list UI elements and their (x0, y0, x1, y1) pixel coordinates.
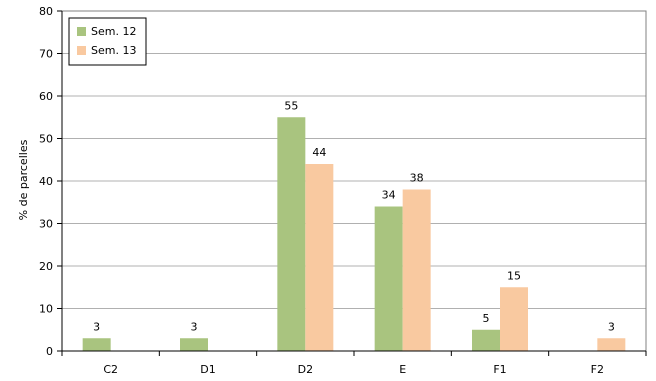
y-tick-label-80: 80 (39, 5, 53, 18)
bar-sem-13-f1 (500, 287, 528, 351)
data-label-sem-12-f1: 5 (483, 312, 490, 325)
labels: 0 10 20 30 40 50 60 70 80 C2 D1 D2 E F1 F2 3 3 55 34 5 44 38 1… (39, 5, 615, 376)
data-label-sem-13-f2: 3 (608, 320, 615, 333)
x-tick-label-f2: F2 (591, 363, 604, 376)
bar-sem-12-d1 (180, 338, 208, 351)
legend-label-sem-12: Sem. 12 (91, 25, 136, 38)
bar-sem-12-f1 (472, 329, 500, 351)
x-tick-label-d1: D1 (200, 363, 215, 376)
data-label-sem-13-e: 38 (410, 172, 424, 185)
y-tick-label-50: 50 (39, 133, 53, 146)
legend-swatch-sem-12 (77, 27, 86, 36)
y-axis-title: % de parcelles (17, 139, 30, 220)
x-tick-label-d2: D2 (298, 363, 313, 376)
legend-box (68, 17, 147, 66)
bar-sem-13-f2 (597, 338, 626, 351)
legend-label-sem-13: Sem. 13 (91, 44, 136, 57)
legend: Sem. 12 Sem. 13 (68, 17, 147, 66)
bar-sem-12-e (374, 206, 403, 351)
data-label-sem-12-c2: 3 (93, 320, 100, 333)
legend-swatch-sem-13 (77, 46, 86, 55)
bar-sem-13-e (402, 189, 431, 351)
data-label-sem-12-d2: 55 (284, 99, 298, 112)
axes (57, 10, 647, 356)
x-tick-label-f1: F1 (493, 363, 506, 376)
bar-sem-13-d2 (305, 164, 334, 351)
data-label-sem-13-d2: 44 (312, 146, 326, 159)
bar-sem-12-d2 (277, 117, 306, 351)
x-tick-label-c2: C2 (103, 363, 118, 376)
y-tick-label-30: 30 (39, 218, 53, 231)
data-label-sem-12-d1: 3 (191, 320, 198, 333)
y-tick-label-60: 60 (39, 90, 53, 103)
data-label-sem-12-e: 34 (382, 189, 396, 202)
x-tick-label-e: E (399, 363, 406, 376)
data-label-sem-13-f1: 15 (507, 269, 521, 282)
bars (82, 117, 626, 351)
gridlines (61, 10, 647, 352)
y-tick-label-70: 70 (39, 48, 53, 61)
y-tick-label-0: 0 (46, 345, 53, 358)
y-tick-label-10: 10 (39, 303, 53, 316)
bar-sem-12-c2 (82, 338, 111, 351)
y-tick-label-20: 20 (39, 260, 53, 273)
y-tick-label-40: 40 (39, 175, 53, 188)
